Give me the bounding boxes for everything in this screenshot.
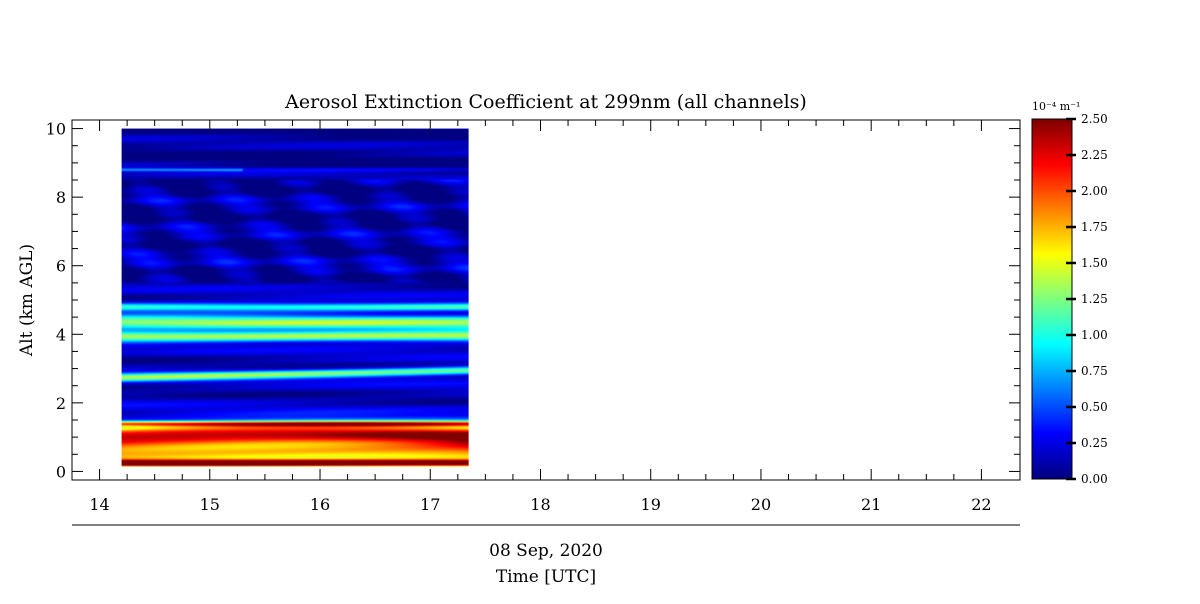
- x-tick-label: 18: [530, 495, 550, 514]
- colorbar-tick-label: 0.25: [1081, 436, 1108, 450]
- x-tick-label: 14: [89, 495, 109, 514]
- colorbar-ticks: 0.00 0.25 0.50 0.75 1.00 1.25 1.50 1.75 2.00 2.25…: [1066, 112, 1108, 486]
- y-axis-label: Alt (km AGL): [17, 244, 37, 357]
- colorbar-tick-label: 2.00: [1081, 184, 1108, 198]
- x-tick-label: 16: [310, 495, 330, 514]
- x-tick-label: 20: [751, 495, 771, 514]
- x-tick-label: 19: [641, 495, 661, 514]
- heatmap-image: [121, 128, 469, 467]
- colorbar-gradient: [1032, 119, 1072, 479]
- plot-area: [71, 119, 1021, 481]
- colorbar: 10⁻⁴ m⁻¹ 0.00 0.25 0.50 0.75 1.00 1.25 1.50 1.7…: [1031, 100, 1108, 486]
- y-tick-label: 2: [56, 394, 66, 413]
- y-tick-label: 10: [46, 120, 66, 139]
- colorbar-unit-label: 10⁻⁴ m⁻¹: [1032, 100, 1080, 113]
- y-tick-label: 6: [56, 257, 66, 276]
- colorbar-tick-label: 1.75: [1081, 220, 1108, 234]
- y-tick-label: 8: [56, 188, 66, 207]
- colorbar-tick-label: 0.50: [1081, 400, 1108, 414]
- x-tick-label: 17: [420, 495, 440, 514]
- x-tick-label: 21: [861, 495, 881, 514]
- x-axis-label: Time [UTC]: [496, 567, 596, 587]
- colorbar-tick-label: 1.25: [1081, 292, 1108, 306]
- y-tick-label: 0: [56, 462, 66, 481]
- colorbar-tick-label: 1.00: [1081, 328, 1108, 342]
- chart-title: Aerosol Extinction Coefficient at 299nm …: [284, 91, 807, 113]
- x-axis-ticks: 14 15 16 17 18 19 20 21 22: [89, 120, 992, 514]
- x-axis-date-label: 08 Sep, 2020: [489, 541, 603, 561]
- colorbar-tick-label: 1.50: [1081, 256, 1108, 270]
- x-tick-label: 22: [971, 495, 991, 514]
- x-tick-label: 15: [200, 495, 220, 514]
- y-axis-ticks: 0 2 4 6 8 10: [46, 120, 1020, 481]
- colorbar-tick-label: 0.75: [1081, 364, 1108, 378]
- y-tick-label: 4: [56, 325, 66, 344]
- colorbar-tick-label: 2.25: [1081, 148, 1108, 162]
- colorbar-tick-label: 2.50: [1081, 112, 1108, 126]
- colorbar-tick-label: 0.00: [1081, 472, 1108, 486]
